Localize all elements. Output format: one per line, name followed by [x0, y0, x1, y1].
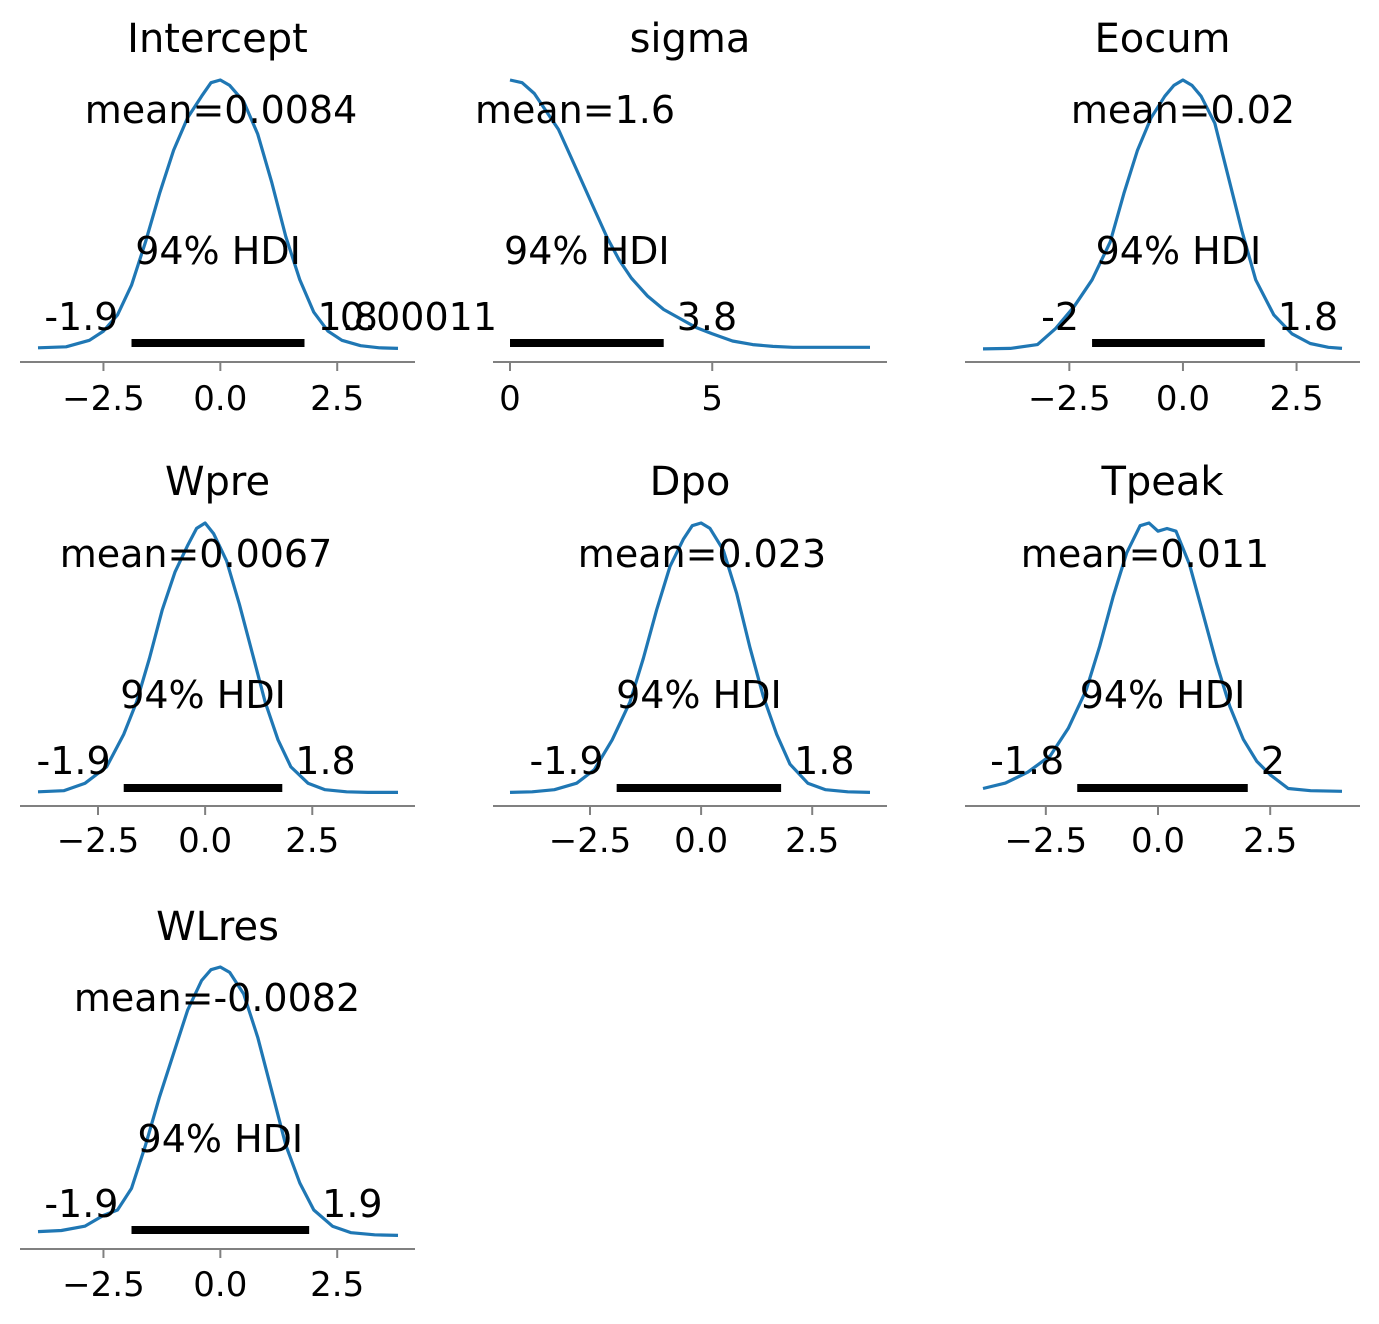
hdi-high-label: 1.8 — [295, 739, 355, 783]
mean-label: mean=1.6 — [475, 88, 675, 132]
panel-title: Eocum — [1094, 16, 1230, 62]
x-tick-label: −2.5 — [549, 821, 632, 861]
panel-intercept: Intercept mean=0.0084 94% HDI -1.9 1.8 −2.5 0.… — [20, 16, 415, 419]
hdi-low-label: -1.9 — [530, 739, 604, 783]
panel-title: sigma — [630, 16, 751, 62]
mean-label: mean=0.0067 — [60, 532, 333, 576]
hdi-label: 94% HDI — [138, 1117, 304, 1161]
mean-label: mean=0.023 — [578, 532, 826, 576]
density-curve — [509, 78, 870, 349]
mean-label: mean=0.02 — [1071, 88, 1295, 132]
hdi-low-label: 0.00011 — [340, 295, 497, 339]
x-tick-label: 2.5 — [785, 821, 839, 861]
hdi-high-label: 1.8 — [794, 739, 854, 783]
panel-title: Tpeak — [1100, 459, 1224, 505]
hdi-label: 94% HDI — [135, 229, 301, 273]
hdi-label: 94% HDI — [1080, 673, 1246, 717]
panel-title: Dpo — [650, 459, 731, 505]
hdi-low-label: -1.9 — [44, 295, 118, 339]
x-tick-label: −2.5 — [62, 379, 145, 419]
hdi-high-label: 2 — [1261, 739, 1285, 783]
mean-label: mean=0.0084 — [85, 88, 358, 132]
panel-tpeak: Tpeak mean=0.011 94% HDI -1.8 2 −2.5 0.0 2.5 — [965, 459, 1360, 861]
x-tick-label: −2.5 — [1028, 379, 1111, 419]
hdi-low-label: -1.8 — [990, 739, 1064, 783]
density-curve — [982, 521, 1343, 793]
density-curve — [509, 521, 871, 794]
hdi-label: 94% HDI — [1096, 229, 1262, 273]
panel-eocum: Eocum mean=0.02 94% HDI -2 1.8 −2.5 0.0 2.5 — [965, 16, 1360, 419]
panel-wpre: Wpre mean=0.0067 94% HDI-1.9 1.8 −2.5 0.0 2.5 — [20, 459, 415, 861]
hdi-low-label: -1.9 — [37, 739, 111, 783]
x-tick-label: 2.5 — [1243, 821, 1297, 861]
x-tick-label: 2.5 — [285, 821, 339, 861]
x-tick-label: −2.5 — [57, 821, 140, 861]
hdi-label: 94% HDI — [120, 673, 286, 717]
hdi-high-label: 1.9 — [322, 1182, 382, 1226]
mean-label: mean=-0.0082 — [74, 976, 360, 1020]
x-tick-label: 0.0 — [193, 1265, 247, 1305]
mean-label: mean=0.011 — [1021, 532, 1269, 576]
x-tick-label: 2.5 — [310, 1265, 364, 1305]
hdi-low-label: -1.9 — [44, 1182, 118, 1226]
x-tick-label: 5 — [701, 379, 723, 419]
panel-wlres: WLres mean=-0.0082 94% HDI -1.9 1.9 −2.5 0.0 2.… — [20, 904, 415, 1305]
hdi-low-label: -2 — [1041, 295, 1079, 339]
density-curve — [37, 965, 399, 1237]
hdi-label: 94% HDI — [504, 229, 670, 273]
x-tick-label: −2.5 — [62, 1265, 145, 1305]
panel-title: Wpre — [165, 459, 270, 505]
x-tick-label: 0.0 — [674, 821, 728, 861]
x-tick-label: 2.5 — [310, 379, 364, 419]
panel-dpo: Dpo mean=0.023 94% HDI -1.9 1.8 −2.5 0.0 2.5 — [493, 459, 887, 861]
x-tick-label: 0.0 — [1131, 821, 1185, 861]
x-tick-label: 0.0 — [178, 821, 232, 861]
panel-title: WLres — [156, 904, 279, 950]
x-tick-label: −2.5 — [1005, 821, 1088, 861]
hdi-high-label: 1.8 — [317, 295, 377, 339]
density-curve — [37, 78, 399, 350]
panel-title: Intercept — [127, 16, 308, 62]
x-tick-label: 0 — [499, 379, 521, 419]
hdi-label: 94% HDI — [616, 673, 782, 717]
hdi-high-label: 1.8 — [1278, 295, 1338, 339]
x-tick-label: 0.0 — [1156, 379, 1210, 419]
density-curve — [37, 521, 398, 794]
x-tick-label: 0.0 — [193, 379, 247, 419]
density-curve — [982, 78, 1343, 351]
x-tick-label: 2.5 — [1270, 379, 1324, 419]
hdi-high-label: 3.8 — [677, 295, 737, 339]
